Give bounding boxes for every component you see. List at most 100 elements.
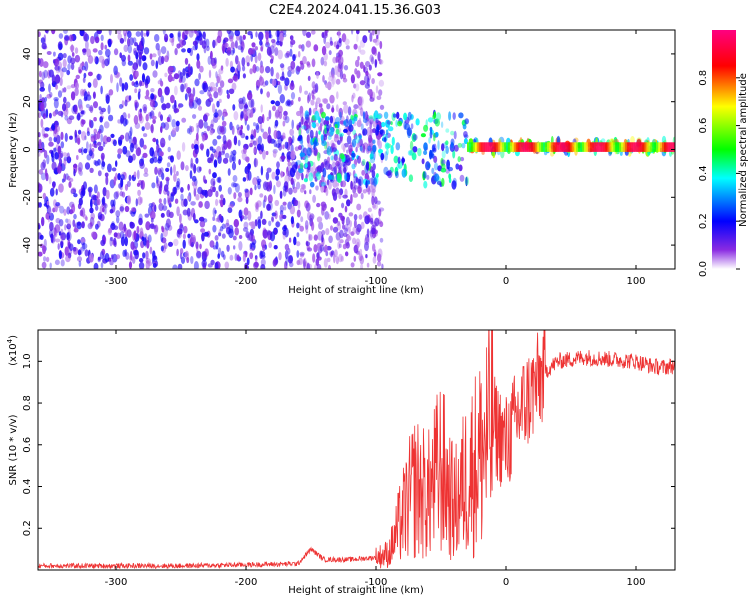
spectrogram-cell — [325, 41, 331, 49]
snr-y-tick-label: 0.2 — [22, 520, 33, 536]
spectrogram-cell — [188, 125, 192, 135]
spectrogram-cell — [576, 142, 579, 152]
spectrogram-cell — [392, 113, 397, 118]
spectrogram-cell — [199, 243, 202, 250]
spectrogram-cell — [384, 142, 390, 150]
spectrogram-cell — [128, 95, 132, 101]
spectrogram-cell — [83, 31, 88, 42]
spectrogram-cell — [175, 184, 181, 190]
spectrogram-cell — [146, 239, 150, 249]
spectrogram-cell — [66, 223, 71, 230]
spectrogram-cell — [467, 142, 470, 152]
spectrogram-cell — [62, 152, 68, 157]
spectrogram-cell — [207, 55, 212, 65]
spectrogram-cell — [187, 63, 191, 72]
spectrogram-cell — [119, 104, 123, 109]
spectrogram-cell — [452, 149, 456, 159]
spectrogram-cell — [338, 253, 343, 263]
spectrogram-cell — [42, 245, 46, 255]
spectrogram-cell — [91, 194, 97, 201]
spectrogram-cell — [69, 243, 74, 251]
spectrogram-cell — [273, 184, 276, 195]
spectrogram-cell — [245, 196, 249, 205]
spectrogram-cell — [291, 161, 296, 169]
spectrogram-cell — [59, 240, 64, 247]
spectrogram-cell — [78, 148, 83, 153]
spectrogram-cell — [91, 231, 97, 238]
spectrogram-cell — [145, 75, 151, 85]
spectrogram-cell — [58, 250, 63, 260]
spectrogram-cell — [203, 218, 208, 223]
spectrogram-cell — [337, 30, 341, 39]
spectrogram-cell — [265, 171, 270, 181]
colorbar-gradient — [712, 30, 736, 269]
spectrogram-cell — [133, 50, 138, 56]
spectrogram-cell — [137, 189, 142, 197]
spectrogram-cell — [229, 35, 234, 42]
spectrogram-cell — [80, 146, 84, 156]
spectrogram-cell — [108, 114, 114, 122]
spectrogram-cell — [78, 197, 83, 206]
spectrogram-cell — [468, 142, 472, 152]
spectrogram-cell — [346, 149, 349, 154]
spectrogram-cell — [343, 120, 347, 126]
spectrogram-cell — [279, 63, 285, 69]
spectrogram-cell — [203, 231, 209, 237]
spectrogram-cell — [320, 134, 324, 142]
spectrogram-cell — [279, 190, 283, 199]
spectrogram-cell — [109, 260, 114, 266]
spectrogram-cell — [67, 63, 71, 70]
spectrogram-cell — [342, 163, 348, 172]
spectrogram-cell — [163, 242, 168, 250]
spectrogram-cell — [333, 41, 337, 48]
spectrogram-cell — [306, 134, 310, 144]
spectrogram-cell — [140, 180, 145, 190]
spectrogram-cell — [455, 163, 460, 170]
spectrogram-cell — [272, 105, 276, 112]
spectrogram-cell — [51, 30, 56, 35]
spectrogram-cell — [110, 237, 114, 242]
spectrogram-cell — [138, 57, 142, 67]
spectrogram-cell — [218, 232, 222, 237]
spectrogram-cell — [60, 141, 65, 149]
spectrogram-cell — [260, 104, 263, 113]
spectrogram-cell — [113, 65, 118, 76]
spectrogram-cell — [253, 128, 257, 139]
spectrogram-cell — [157, 80, 162, 85]
spectrogram-cell — [378, 79, 385, 87]
spectrogram-cell — [89, 104, 94, 114]
spectrogram-cell — [163, 184, 169, 192]
spectrogram-cell — [372, 163, 376, 171]
spectrogram-cell — [57, 243, 60, 250]
spectrogram-cell — [261, 218, 267, 225]
spectrogram-cell — [193, 188, 197, 197]
spectrogram-cell — [127, 30, 132, 39]
spectrogram-cell — [195, 96, 199, 103]
spectrogram-cell — [183, 198, 188, 207]
spectrogram-cell — [381, 121, 386, 128]
spectrogram-cell — [38, 31, 41, 37]
spectrogram-cell — [169, 37, 175, 43]
spectrogram-cell — [208, 168, 212, 175]
spectrogram-cell — [84, 135, 87, 141]
spectrogram-cell — [49, 221, 54, 232]
spectrogram-cell — [51, 74, 56, 85]
spectrogram-cell — [584, 142, 587, 152]
spectrogram-cell — [299, 251, 305, 256]
spectrogram-cell — [642, 142, 645, 152]
spectrogram-cell — [136, 225, 140, 234]
spectrogram-cell — [298, 96, 301, 102]
spectrogram-cell — [93, 143, 98, 149]
spectrogram-cell — [174, 85, 178, 96]
spectrogram-cell — [77, 249, 82, 256]
spectrogram-cell — [486, 142, 489, 152]
spectrogram-cell — [344, 172, 348, 182]
spectrogram-cell — [226, 244, 230, 252]
spectrogram-cell — [44, 168, 48, 177]
svg-text:(x104): (x104) — [6, 335, 19, 366]
spectrogram-cell — [154, 166, 158, 175]
spectrogram-cell — [104, 172, 109, 178]
spectrogram-cell — [89, 207, 94, 214]
spectrogram-cell — [329, 40, 334, 46]
spectrogram-cell — [369, 120, 372, 130]
